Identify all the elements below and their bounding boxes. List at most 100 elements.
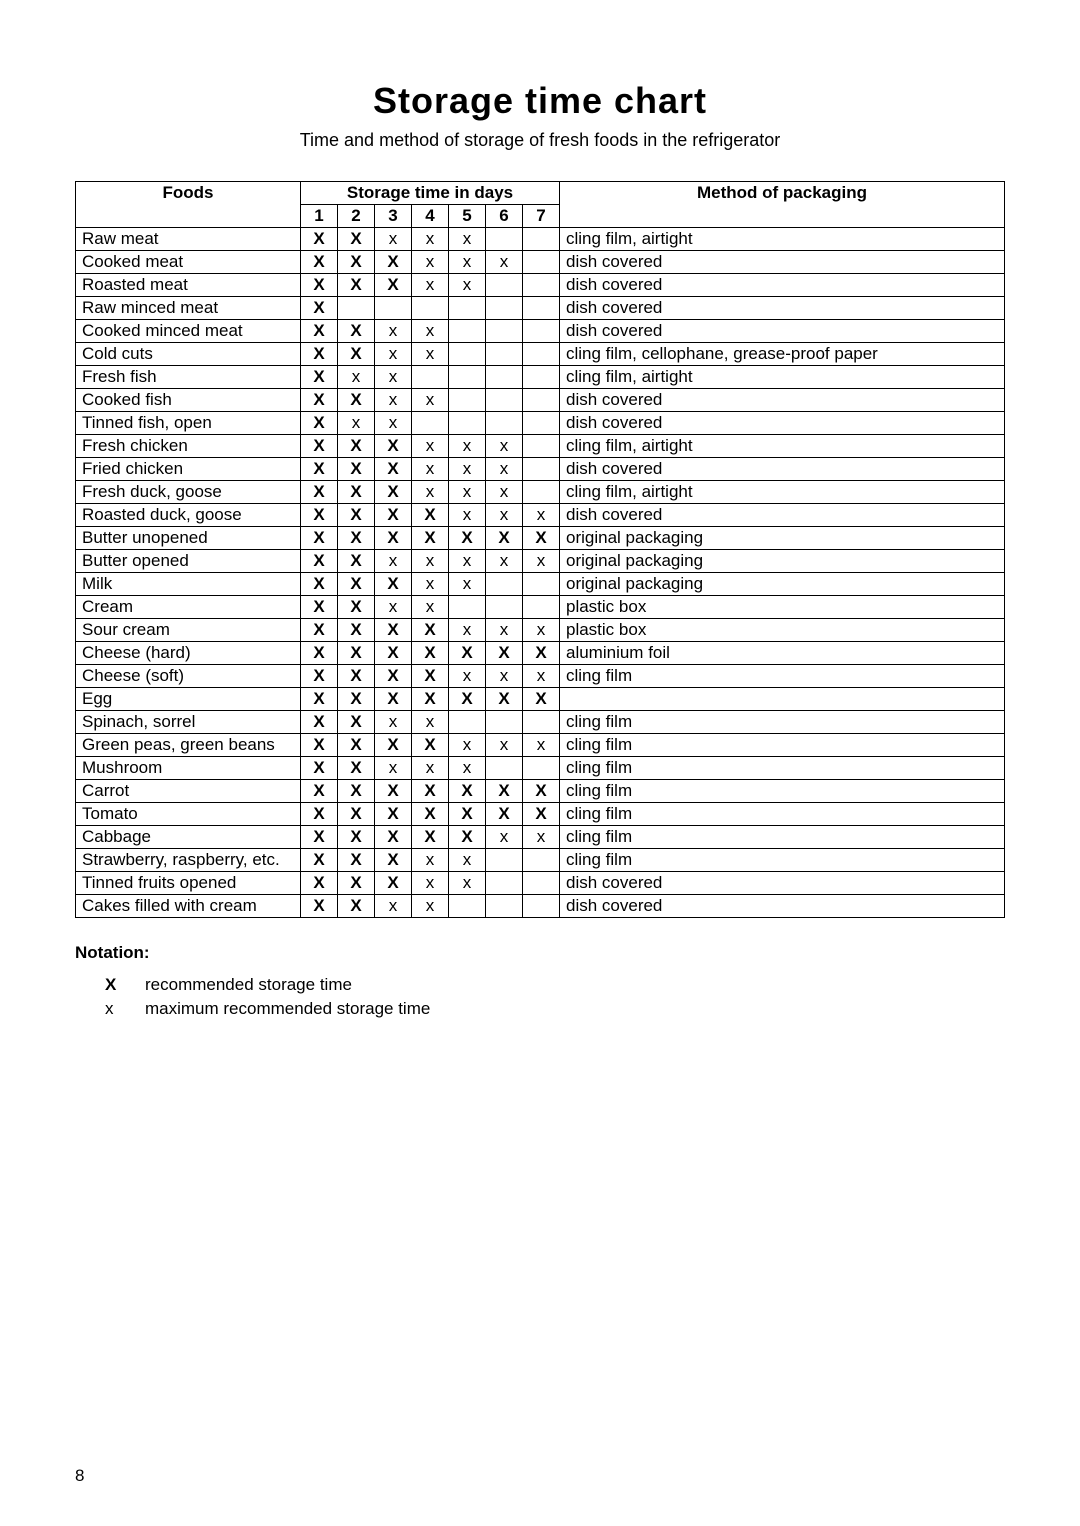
food-cell: Tomato <box>76 803 301 826</box>
day-cell: x <box>449 734 486 757</box>
day-cell: x <box>412 228 449 251</box>
day-cell: X <box>486 527 523 550</box>
day-cell: x <box>412 596 449 619</box>
day-cell <box>523 481 560 504</box>
day-cell: X <box>375 780 412 803</box>
method-cell: dish covered <box>560 504 1005 527</box>
food-cell: Cream <box>76 596 301 619</box>
table-row: CreamXXxxplastic box <box>76 596 1005 619</box>
table-row: Sour creamXXXXxxxplastic box <box>76 619 1005 642</box>
day-cell <box>486 274 523 297</box>
header-day-5: 5 <box>449 205 486 228</box>
food-cell: Carrot <box>76 780 301 803</box>
day-cell: X <box>412 734 449 757</box>
table-body: Raw meatXXxxxcling film, airtightCooked … <box>76 228 1005 918</box>
day-cell <box>486 757 523 780</box>
day-cell <box>449 412 486 435</box>
storage-table: Foods Storage time in days Method of pac… <box>75 181 1005 918</box>
day-cell <box>486 389 523 412</box>
day-cell: X <box>412 619 449 642</box>
day-cell: X <box>301 435 338 458</box>
page-title: Storage time chart <box>75 80 1005 122</box>
day-cell: X <box>375 849 412 872</box>
method-cell: dish covered <box>560 458 1005 481</box>
day-cell <box>449 343 486 366</box>
day-cell: X <box>412 504 449 527</box>
day-cell <box>486 343 523 366</box>
table-row: MushroomXXxxxcling film <box>76 757 1005 780</box>
day-cell: X <box>449 826 486 849</box>
day-cell <box>412 412 449 435</box>
method-cell: cling film, airtight <box>560 228 1005 251</box>
method-cell: dish covered <box>560 274 1005 297</box>
day-cell: X <box>338 757 375 780</box>
day-cell: x <box>486 665 523 688</box>
day-cell <box>486 297 523 320</box>
day-cell: X <box>412 665 449 688</box>
day-cell: x <box>523 734 560 757</box>
day-cell: X <box>301 757 338 780</box>
day-cell: x <box>412 389 449 412</box>
day-cell <box>523 389 560 412</box>
day-cell: X <box>301 389 338 412</box>
table-row: Cold cutsXXxxcling film, cellophane, gre… <box>76 343 1005 366</box>
food-cell: Sour cream <box>76 619 301 642</box>
day-cell: X <box>301 619 338 642</box>
day-cell <box>486 872 523 895</box>
day-cell: x <box>486 734 523 757</box>
day-cell <box>523 872 560 895</box>
day-cell: x <box>412 550 449 573</box>
day-cell <box>486 228 523 251</box>
day-cell: X <box>412 642 449 665</box>
day-cell <box>412 366 449 389</box>
day-cell: x <box>338 366 375 389</box>
day-cell: X <box>449 642 486 665</box>
table-row: Raw minced meatXdish covered <box>76 297 1005 320</box>
day-cell <box>523 274 560 297</box>
day-cell: X <box>338 573 375 596</box>
day-cell <box>523 343 560 366</box>
table-header-row-1: Foods Storage time in days Method of pac… <box>76 182 1005 205</box>
day-cell: X <box>449 803 486 826</box>
table-row: TomatoXXXXXXXcling film <box>76 803 1005 826</box>
day-cell: X <box>375 734 412 757</box>
day-cell: x <box>412 573 449 596</box>
day-cell: x <box>449 872 486 895</box>
day-cell <box>375 297 412 320</box>
day-cell: X <box>338 780 375 803</box>
method-cell: original packaging <box>560 573 1005 596</box>
food-cell: Mushroom <box>76 757 301 780</box>
day-cell <box>523 895 560 918</box>
day-cell: X <box>338 826 375 849</box>
food-cell: Raw meat <box>76 228 301 251</box>
table-row: CarrotXXXXXXXcling film <box>76 780 1005 803</box>
day-cell <box>523 435 560 458</box>
food-cell: Egg <box>76 688 301 711</box>
day-cell: X <box>523 688 560 711</box>
header-day-2: 2 <box>338 205 375 228</box>
day-cell <box>486 573 523 596</box>
day-cell: X <box>412 803 449 826</box>
day-cell: X <box>301 780 338 803</box>
day-cell: X <box>338 320 375 343</box>
table-row: Strawberry, raspberry, etc.XXXxxcling fi… <box>76 849 1005 872</box>
method-cell: dish covered <box>560 251 1005 274</box>
day-cell: X <box>301 711 338 734</box>
day-cell: x <box>449 757 486 780</box>
method-cell: plastic box <box>560 619 1005 642</box>
food-cell: Cakes filled with cream <box>76 895 301 918</box>
day-cell: X <box>301 274 338 297</box>
food-cell: Roasted meat <box>76 274 301 297</box>
day-cell <box>449 596 486 619</box>
day-cell: x <box>412 251 449 274</box>
day-cell: X <box>301 826 338 849</box>
day-cell: X <box>301 849 338 872</box>
notation-heading: Notation: <box>75 943 1005 963</box>
day-cell <box>523 320 560 343</box>
day-cell: X <box>301 527 338 550</box>
day-cell: X <box>301 550 338 573</box>
method-cell: dish covered <box>560 389 1005 412</box>
day-cell: x <box>486 458 523 481</box>
day-cell: X <box>301 803 338 826</box>
day-cell <box>523 297 560 320</box>
